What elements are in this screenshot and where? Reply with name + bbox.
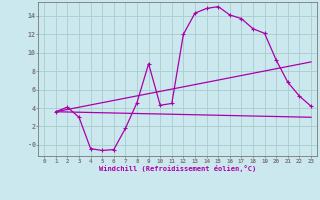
X-axis label: Windchill (Refroidissement éolien,°C): Windchill (Refroidissement éolien,°C) <box>99 165 256 172</box>
